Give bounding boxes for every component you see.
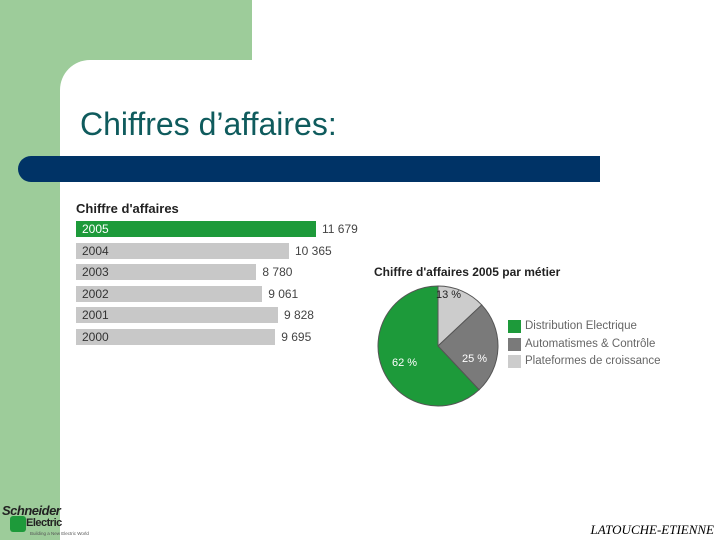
pie-slice-label: 62 % — [392, 357, 417, 369]
pie-slice — [437, 304, 499, 391]
bar-value-label: 10 365 — [294, 243, 332, 258]
legend-label: Plateformes de croissance — [525, 355, 661, 367]
bar-value-label: 9 828 — [283, 308, 314, 322]
bar-value-label: 11 679 — [322, 222, 358, 236]
footer-author: LATOUCHE-ETIENNE — [590, 522, 714, 537]
bar — [76, 242, 289, 259]
bar-value-label: 8 780 — [262, 265, 293, 279]
logo-tagline: Building a New Electric World — [30, 531, 89, 536]
bar-category-label: 2001 — [82, 308, 109, 322]
legend-label: Distribution Electrique — [525, 320, 637, 332]
legend-label: Automatismes & Contrôle — [525, 337, 656, 350]
bar-category-label: 2002 — [82, 286, 109, 301]
bar — [76, 328, 276, 345]
logo-mark-icon — [10, 516, 26, 532]
legend-swatch — [508, 337, 521, 351]
bar-value-label: 9 061 — [268, 286, 299, 301]
bar-value-label: 9 695 — [281, 329, 312, 344]
logo-wordmark-bottom: Electric — [26, 517, 62, 529]
bar-category-label: 2005 — [82, 222, 109, 236]
schneider-electric-logo: Schneider Electric Building a New Electr… — [0, 503, 96, 540]
legend-swatch — [508, 355, 521, 368]
bar-category-label: 2000 — [82, 329, 109, 344]
slide-title: Chiffres d’affaires: — [80, 106, 337, 142]
pie-chart: 62 % 25 % 13 % — [377, 285, 499, 407]
title-underline-bar — [18, 156, 600, 182]
bar — [76, 221, 316, 237]
pie-chart-title: Chiffre d'affaires 2005 par métier — [374, 265, 561, 279]
bar-category-label: 2004 — [82, 243, 109, 258]
bar — [76, 285, 263, 302]
pie-slice — [377, 285, 480, 407]
bar — [76, 307, 278, 323]
pie-slice-label: 25 % — [462, 353, 487, 365]
bar-category-label: 2003 — [82, 265, 109, 279]
bar-chart-title: Chiffre d'affaires — [76, 201, 179, 216]
bar — [76, 264, 257, 280]
logo-wordmark-top: Schneider — [2, 503, 61, 518]
pie-slice-label: 13 % — [436, 289, 461, 301]
legend-swatch — [508, 320, 521, 333]
chart-area: Chiffre d'affaires 2005 11 679 2004 10 365 2… — [62, 190, 682, 420]
